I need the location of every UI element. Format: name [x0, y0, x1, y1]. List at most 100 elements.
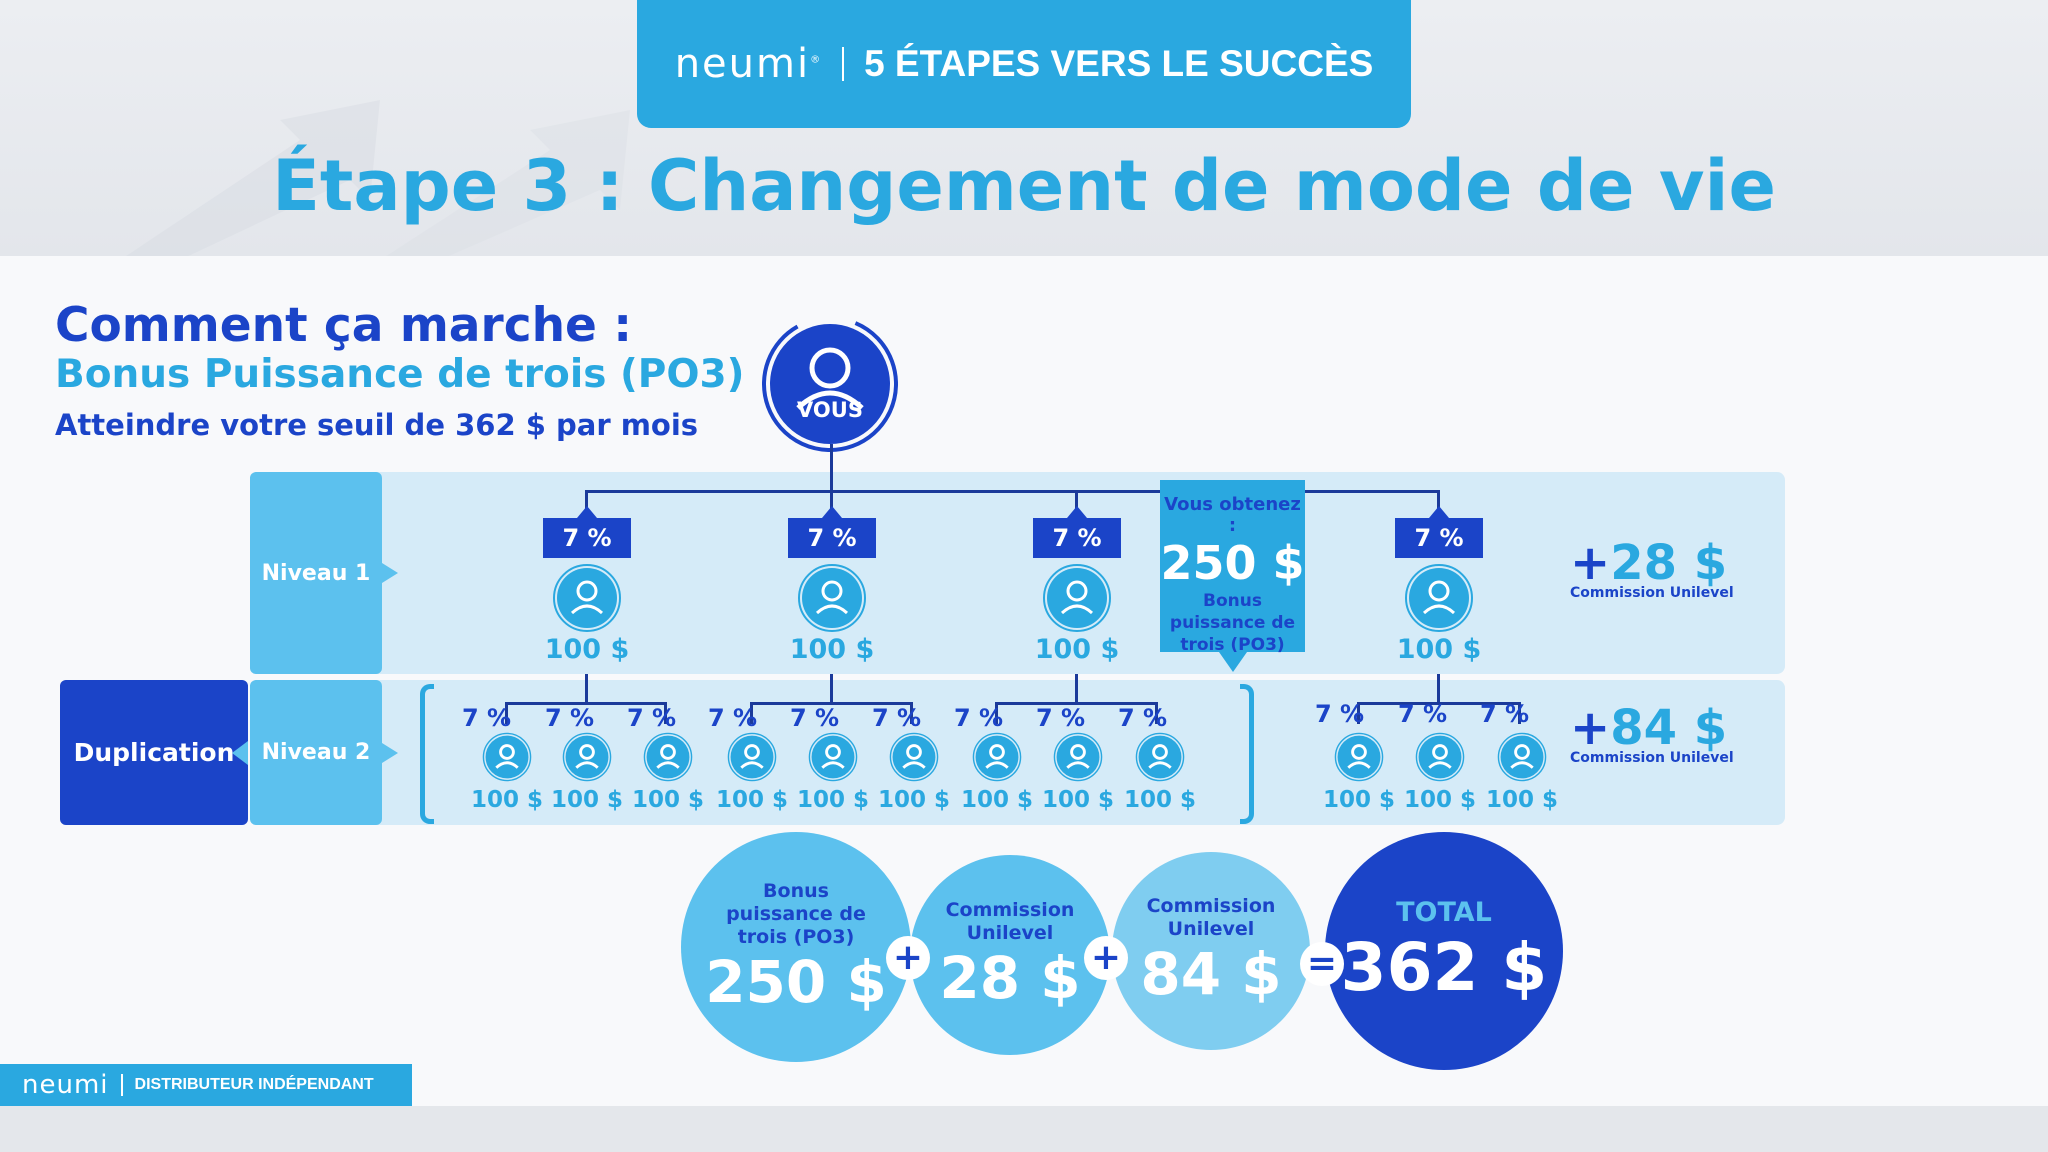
- header-separator: [842, 47, 845, 81]
- level2-percent: 7 %: [708, 704, 758, 732]
- level1-label: Niveau 1: [250, 472, 398, 674]
- intro-heading: Comment ça marche :: [55, 298, 633, 353]
- level2-percent: 7 %: [462, 704, 512, 732]
- level1-drop-line: [1437, 490, 1440, 520]
- level2-amount: 100 $: [796, 787, 870, 813]
- level2-drop-line: [830, 674, 833, 704]
- person-icon: [1135, 732, 1185, 782]
- level2-tick: [1357, 702, 1360, 724]
- summary-po3-circle: Bonus puissance de trois (PO3) 250 $: [681, 832, 911, 1062]
- level2-horizontal-line: [1357, 702, 1521, 705]
- summary-total-label: TOTAL: [1396, 897, 1492, 928]
- level1-bonus-label: Commission Unilevel: [1570, 585, 1734, 601]
- level1-drop-line: [1075, 490, 1078, 520]
- you-vertical-line: [830, 444, 833, 492]
- person-icon: [553, 564, 621, 632]
- level2-amount: 100 $: [877, 787, 951, 813]
- level2-amount: 100 $: [1123, 787, 1197, 813]
- duplication-label: Duplication: [60, 680, 248, 825]
- level2-tick: [995, 702, 998, 724]
- level1-percent-badge: 7 %: [543, 506, 631, 558]
- header-tagline: 5 ÉTAPES VERS LE SUCCÈS: [864, 43, 1374, 84]
- level2-horizontal-line: [750, 702, 913, 705]
- intro-description: Atteindre votre seuil de 362 $ par mois: [55, 408, 699, 442]
- summary-unilevel2-label-2: Unilevel: [1167, 918, 1255, 940]
- summary-po3-label-2: puissance de: [726, 902, 866, 925]
- level2-amount: 100 $: [1403, 787, 1477, 813]
- person-icon: [1334, 732, 1384, 782]
- level2-percent: 7 %: [1036, 704, 1086, 732]
- person-icon: [1405, 564, 1473, 632]
- level2-amount: 100 $: [631, 787, 705, 813]
- callout-label-1: Bonus: [1203, 591, 1262, 611]
- callout-label-2: puissance de: [1169, 613, 1296, 633]
- level1-percent-badge: 7 %: [1395, 506, 1483, 558]
- summary-total-circle: TOTAL 362 $: [1325, 832, 1563, 1070]
- level2-amount: 100 $: [1485, 787, 1559, 813]
- bottom-background: [0, 1106, 2048, 1152]
- summary-total-value: 362 $: [1340, 929, 1548, 1006]
- you-label: VOUS: [797, 398, 863, 422]
- level1-horizontal-line: [585, 490, 1440, 493]
- level2-tick: [505, 702, 508, 724]
- person-icon: [972, 732, 1022, 782]
- header-brand-logo: neumi®: [674, 41, 823, 87]
- summary-unilevel1-label-2: Unilevel: [966, 922, 1054, 944]
- summary-unilevel1-label-1: Commission: [945, 899, 1075, 921]
- person-icon: [1043, 564, 1111, 632]
- header-tab: neumi® 5 ÉTAPES VERS LE SUCCÈS: [637, 0, 1411, 128]
- level2-percent: 7 %: [1398, 700, 1448, 728]
- level1-amount: 100 $: [789, 634, 875, 665]
- level2-horizontal-line: [995, 702, 1158, 705]
- summary-po3-label-3: trois (PO3): [737, 925, 855, 948]
- level2-amount: 100 $: [1041, 787, 1115, 813]
- person-icon: [727, 732, 777, 782]
- plus-icon: +: [886, 936, 930, 980]
- level2-drop-line: [585, 674, 588, 704]
- person-icon: [1053, 732, 1103, 782]
- level2-percent: 7 %: [1480, 700, 1530, 728]
- duplication-bracket-left: [420, 684, 434, 824]
- plus-icon: +: [1084, 936, 1128, 980]
- person-icon: [889, 732, 939, 782]
- footer-text: DISTRIBUTEUR INDÉPENDANT: [134, 1076, 374, 1093]
- person-icon: [808, 732, 858, 782]
- level1-bonus-plus: +: [1570, 535, 1611, 591]
- callout-amount: 250 $: [1160, 536, 1305, 590]
- level2-percent: 7 %: [954, 704, 1004, 732]
- level1-bonus: +28 $ Commission Unilevel: [1570, 535, 1734, 601]
- level2-percent: 7 %: [1118, 704, 1168, 732]
- level2-tick: [1518, 702, 1521, 724]
- footer-separator: [120, 1074, 123, 1096]
- level1-amount: 100 $: [544, 634, 630, 665]
- level1-drop-line: [585, 490, 588, 520]
- summary-unilevel2-value: 84 $: [1140, 940, 1282, 1008]
- level2-amount: 100 $: [715, 787, 789, 813]
- level2-bonus-plus: +: [1570, 700, 1611, 756]
- level2-drop-line: [1075, 674, 1078, 704]
- level2-tick: [1155, 702, 1158, 724]
- person-icon: [562, 732, 612, 782]
- footer-brand-logo: neumi: [22, 1070, 109, 1100]
- level2-amount: 100 $: [550, 787, 624, 813]
- summary-po3-label-1: Bonus: [763, 879, 829, 902]
- level2-bonus-label: Commission Unilevel: [1570, 750, 1734, 766]
- level2-horizontal-line: [505, 702, 667, 705]
- level2-tick: [664, 702, 667, 724]
- level2-bonus: +84 $ Commission Unilevel: [1570, 700, 1734, 766]
- level2-drop-line: [1437, 674, 1440, 704]
- level2-percent: 7 %: [872, 704, 922, 732]
- level1-drop-line: [830, 490, 833, 520]
- level1-row: [250, 472, 1785, 674]
- level2-tick: [750, 702, 753, 724]
- level2-tick: [910, 702, 913, 724]
- level2-percent: 7 %: [545, 704, 595, 732]
- level2-percent: 7 %: [1315, 700, 1365, 728]
- level2-amount: 100 $: [1322, 787, 1396, 813]
- level2-bonus-amount: 84 $: [1610, 700, 1728, 756]
- level2-amount: 100 $: [470, 787, 544, 813]
- po3-callout: Vous obtenez : 250 $ Bonus puissance de …: [1160, 480, 1305, 672]
- level2-amount: 100 $: [960, 787, 1034, 813]
- intro-subheading: Bonus Puissance de trois (PO3): [55, 352, 745, 397]
- level2-percent: 7 %: [627, 704, 677, 732]
